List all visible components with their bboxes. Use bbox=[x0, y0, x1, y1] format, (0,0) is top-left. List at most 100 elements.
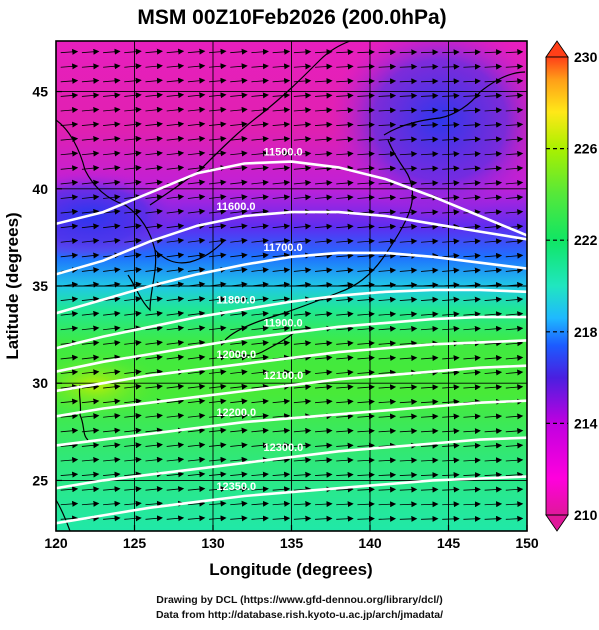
wind-vector-arrow bbox=[272, 267, 291, 274]
wind-vector-arrow bbox=[336, 398, 354, 405]
wind-vector-arrow bbox=[60, 354, 79, 361]
wind-vector-arrow bbox=[526, 110, 527, 111]
wind-vector-arrow bbox=[378, 311, 397, 318]
wind-vector-arrow bbox=[315, 311, 333, 318]
wind-vector-arrow bbox=[484, 413, 503, 420]
wind-vector-arrow bbox=[166, 237, 185, 244]
wind-vector-arrow bbox=[293, 63, 312, 70]
wind-vector-arrow bbox=[272, 398, 291, 405]
wind-vector-arrow bbox=[209, 442, 227, 449]
wind-vector-arrow bbox=[315, 238, 333, 245]
wind-vector-arrow bbox=[484, 78, 503, 85]
wind-vector-arrow bbox=[442, 501, 460, 508]
height-contour-line bbox=[56, 339, 527, 393]
wind-vector-arrow bbox=[187, 48, 206, 55]
wind-vector-arrow bbox=[187, 369, 206, 376]
wind-vector-arrow bbox=[272, 179, 291, 186]
contour-label: 12100.0 bbox=[264, 370, 304, 382]
wind-vector-arrow bbox=[60, 77, 79, 84]
wind-vector-arrow bbox=[315, 223, 333, 230]
wind-vector-arrow bbox=[336, 369, 354, 376]
wind-vector-arrow bbox=[187, 339, 206, 346]
wind-vector-arrow bbox=[293, 238, 312, 245]
wind-vector-arrow bbox=[81, 310, 100, 317]
wind-vector-arrow bbox=[209, 237, 227, 244]
wind-vector-arrow bbox=[251, 121, 269, 128]
wind-vector-arrow bbox=[251, 500, 269, 507]
wind-vector-arrow bbox=[420, 209, 439, 216]
wind-vector-arrow bbox=[421, 136, 439, 143]
wind-vector-arrow bbox=[251, 515, 269, 522]
wind-vector-arrow bbox=[442, 282, 460, 289]
wind-vector-arrow bbox=[293, 165, 312, 172]
wind-vector-arrow bbox=[484, 340, 503, 347]
wind-vector-arrow bbox=[357, 486, 375, 493]
wind-vector-arrow bbox=[81, 354, 100, 361]
wind-vector-arrow bbox=[421, 63, 439, 70]
wind-vector-arrow bbox=[484, 223, 503, 230]
wind-vector-arrow bbox=[484, 457, 503, 464]
wind-vector-arrow bbox=[484, 238, 503, 245]
y-tick-label: 35 bbox=[32, 278, 48, 294]
wind-vector-arrow bbox=[315, 49, 333, 56]
wind-vector-arrow bbox=[484, 515, 503, 522]
contour-label: 12350.0 bbox=[216, 481, 256, 493]
wind-vector-arrow bbox=[336, 121, 354, 128]
wind-vector-arrow bbox=[145, 369, 163, 376]
colorbar-label: 218 bbox=[574, 324, 598, 340]
wind-vector-arrow bbox=[505, 194, 524, 201]
wind-vector-arrow bbox=[293, 471, 312, 478]
wind-vector-arrow bbox=[399, 501, 418, 508]
x-tick-label: 125 bbox=[123, 535, 147, 551]
wind-vector-arrow bbox=[421, 515, 439, 522]
wind-vector-arrow bbox=[442, 311, 460, 318]
coastlines bbox=[56, 41, 526, 531]
wind-vector-arrow bbox=[442, 369, 460, 376]
wind-vector-arrow bbox=[505, 165, 524, 172]
wind-vector-arrow bbox=[145, 383, 163, 390]
wind-vector-arrow bbox=[103, 296, 121, 303]
wind-vector-arrow bbox=[505, 209, 524, 216]
wind-vector-arrow bbox=[124, 456, 142, 463]
wind-vector-arrow bbox=[505, 179, 524, 186]
wind-vector-arrow bbox=[315, 63, 333, 70]
wind-vector-arrow bbox=[463, 49, 481, 56]
wind-vector-arrow bbox=[505, 457, 524, 464]
contour-label: 12200.0 bbox=[216, 407, 256, 419]
wind-vector-arrow bbox=[378, 92, 397, 99]
wind-vector-arrow bbox=[187, 383, 206, 390]
wind-vector-arrow bbox=[336, 413, 354, 420]
wind-vector-arrow bbox=[442, 151, 460, 157]
wind-vector-arrow bbox=[420, 384, 439, 391]
wind-vector-arrow bbox=[526, 139, 527, 141]
wind-vector-arrow bbox=[399, 121, 418, 128]
wind-vector-arrow bbox=[124, 135, 142, 142]
wind-vector-arrow bbox=[166, 486, 185, 493]
wind-vector-arrow bbox=[526, 431, 527, 432]
wind-vector-arrow bbox=[230, 150, 248, 157]
wind-vector-arrow bbox=[399, 486, 418, 493]
wind-vector-arrow bbox=[399, 92, 418, 99]
wind-vector-arrow bbox=[463, 180, 481, 187]
wind-vector-arrow bbox=[505, 413, 524, 420]
wind-vector-arrow bbox=[230, 237, 248, 244]
wind-vector-arrow bbox=[526, 504, 527, 505]
wind-vector-arrow bbox=[293, 515, 312, 522]
wind-vector-arrow bbox=[209, 252, 227, 259]
wind-vector-arrow bbox=[526, 183, 527, 184]
wind-vector-arrow bbox=[103, 427, 121, 434]
wind-vector-arrow bbox=[124, 296, 142, 303]
wind-vector-arrow bbox=[187, 486, 206, 493]
wind-vector-arrow bbox=[272, 442, 291, 449]
wind-vector-arrow bbox=[209, 208, 227, 215]
wind-vector-arrow bbox=[272, 310, 291, 317]
y-tick-label: 25 bbox=[32, 472, 48, 488]
wind-vector-arrow bbox=[230, 194, 248, 201]
wind-vector-arrow bbox=[293, 48, 312, 55]
wind-vector-arrow bbox=[187, 354, 206, 361]
wind-vector-arrow bbox=[103, 325, 121, 332]
wind-vector-arrow bbox=[484, 501, 503, 508]
wind-vector-arrow bbox=[272, 486, 291, 493]
wind-vector-arrow bbox=[336, 384, 354, 391]
wind-vector-arrow bbox=[293, 150, 312, 157]
